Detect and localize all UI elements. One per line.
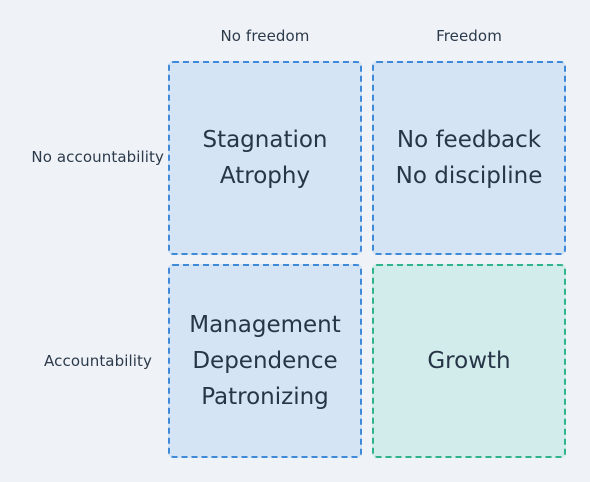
row-label-accountability: Accountability <box>44 352 152 370</box>
quadrant-freedom-accountability: Growth <box>372 264 566 458</box>
quadrant-no-freedom-no-accountability: Stagnation Atrophy <box>168 61 362 255</box>
quadrant-text: Atrophy <box>219 163 311 189</box>
quadrant-text: No discipline <box>395 163 543 189</box>
row-label-no-accountability: No accountability <box>31 148 164 166</box>
quadrant-text: Stagnation <box>202 127 328 153</box>
quadrant-text: Management <box>189 312 341 338</box>
quadrant-text: No feedback <box>396 127 542 153</box>
quadrant-freedom-no-accountability: No feedback No discipline <box>372 61 566 255</box>
quadrant-text: Dependence <box>192 348 338 374</box>
column-label-no-freedom: No freedom <box>220 27 310 45</box>
quadrant-text: Growth <box>427 348 511 374</box>
quadrant-text: Patronizing <box>201 384 329 410</box>
quadrant-no-freedom-accountability: Management Dependence Patronizing <box>168 264 362 458</box>
column-label-freedom: Freedom <box>436 27 502 45</box>
